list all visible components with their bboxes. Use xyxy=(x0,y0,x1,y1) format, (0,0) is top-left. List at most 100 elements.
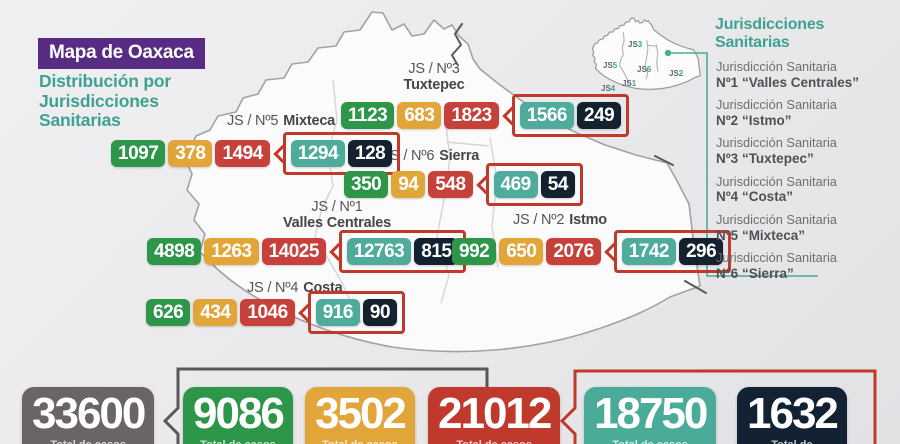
inset-label-prefix: JS xyxy=(628,40,638,49)
inset-label-prefix: JS xyxy=(622,79,632,88)
badge-navy: 815 xyxy=(414,238,459,265)
sidebar-item-js1: Jurisdicción Sanitaria Nº1 “Valles Centra… xyxy=(716,59,860,90)
sidebar-item-line1: Jurisdicción Sanitaria xyxy=(716,59,837,74)
sidebar-item-js2: Jurisdicción Sanitaria Nº2 “Istmo” xyxy=(716,98,859,128)
badge-navy: 296 xyxy=(678,238,724,265)
badge-row-tuxtepec: 1123 683 1823 1566 249 xyxy=(341,94,630,137)
total-caption: Total de casos xyxy=(193,439,283,444)
pointer-notch xyxy=(475,175,495,194)
highlight-box: 1742 296 xyxy=(603,230,732,273)
label-prefix: JS / Nº3 xyxy=(408,61,460,77)
sidebar-item-js6: Jurisdicción Sanitaria Nº6 “Sierra” xyxy=(716,250,859,281)
highlight-box: 1294 128 xyxy=(273,132,401,175)
pointer-notch xyxy=(329,242,348,261)
total-value: 21012 xyxy=(438,389,552,438)
total-caption: Total de casos xyxy=(315,439,405,444)
inset-label-num: 3 xyxy=(637,40,643,49)
badge-row-istmo: 992 650 2076 1742 296 xyxy=(452,230,732,273)
label-name: Tuxtepec xyxy=(403,76,465,93)
badge-navy: 128 xyxy=(348,140,393,167)
sidebar-item-line1: Jurisdicción Sanitaria xyxy=(716,97,837,113)
total-caption: Total de casos xyxy=(32,439,144,444)
badge-red: 1823 xyxy=(444,102,499,129)
badge-yellow: 378 xyxy=(168,140,213,167)
inset-label-prefix: JS xyxy=(669,69,679,78)
badge-green: 1123 xyxy=(341,102,395,129)
total-caption: Total de casos xyxy=(594,439,706,444)
badge-yellow: 434 xyxy=(193,299,238,326)
badge-green: 626 xyxy=(146,299,191,326)
label-prefix: JS / Nº2 xyxy=(513,212,565,228)
inset-label-num: 1 xyxy=(631,79,637,88)
inset-map xyxy=(591,17,702,90)
badge-red: 14025 xyxy=(261,238,326,265)
sidebar-item-js3: Jurisdicción Sanitaria Nº3 “Tuxtepec” xyxy=(716,136,859,166)
label-prefix: JS / Nº5 xyxy=(227,113,279,129)
total-value: 3502 xyxy=(315,389,407,438)
badge-navy: 249 xyxy=(577,102,622,129)
badge-row-sierra: 350 94 548 469 54 xyxy=(344,163,583,206)
badge-green: 992 xyxy=(452,238,497,265)
badge-teal: 469 xyxy=(493,171,538,198)
total-value: 33600 xyxy=(32,389,146,438)
highlight-box: 12763 815 xyxy=(329,230,467,273)
label-name: Valles Centrales xyxy=(282,214,392,231)
inset-label-js6: JS6 xyxy=(637,65,651,74)
inset-label-num: 2 xyxy=(678,69,684,78)
badge-teal: 916 xyxy=(315,299,360,326)
badge-green: 1097 xyxy=(111,140,166,167)
total-box-gray: 33600Total de casos xyxy=(22,387,155,444)
inset-label-js1: JS1 xyxy=(622,79,636,88)
badge-red: 2076 xyxy=(546,238,601,265)
badge-teal: 12763 xyxy=(346,238,412,265)
label-name: Mixteca xyxy=(283,113,336,129)
pointer-notch xyxy=(273,144,292,163)
total-value: 9086 xyxy=(193,389,285,438)
sidebar-item-line2: Nº1 “Valles Centrales” xyxy=(716,74,860,90)
inset-label-num: 6 xyxy=(646,65,652,74)
badge-red: 1046 xyxy=(240,299,295,326)
inset-label-js2: JS2 xyxy=(669,69,683,78)
connector-dot xyxy=(664,49,672,57)
inset-label-prefix: JS xyxy=(601,84,611,93)
total-box-green: 9086Total de casos xyxy=(183,387,293,444)
inset-label-js5: JS5 xyxy=(603,61,617,70)
badge-red: 1494 xyxy=(215,140,270,167)
badge-teal: 1742 xyxy=(621,238,676,265)
total-caption: Total de xyxy=(747,439,837,444)
badge-yellow: 1263 xyxy=(204,238,259,265)
sidebar-item-line1: Jurisdicción Sanitaria xyxy=(716,250,837,266)
sidebar-item-line1: Jurisdicción Sanitaria xyxy=(716,135,837,151)
total-box-teal: 18750Total de casos xyxy=(584,387,717,444)
badge-yellow: 683 xyxy=(397,102,442,129)
sidebar-list: Jurisdicción Sanitaria Nº1 “Valles Centra… xyxy=(716,59,860,289)
page-title: Mapa de Oaxaca xyxy=(38,38,205,69)
total-value: 18750 xyxy=(594,389,708,438)
inset-label-js3: JS3 xyxy=(628,40,642,49)
inset-label-num: 4 xyxy=(610,84,616,93)
badge-row-valles-centrales: 4898 1263 14025 12763 815 xyxy=(147,230,467,273)
sidebar-item-line2: Nº4 “Costa” xyxy=(716,189,793,205)
label-prefix: JS / Nº4 xyxy=(247,280,299,296)
badge-red: 548 xyxy=(428,171,473,198)
label-name: Istmo xyxy=(569,212,607,228)
inset-label-prefix: JS xyxy=(637,65,647,74)
inset-label-js4: JS4 xyxy=(601,84,615,93)
sidebar-item-line2: Nº6 “Sierra” xyxy=(716,265,794,281)
inset-label-prefix: JS xyxy=(603,61,613,70)
sidebar-item-js5: Jurisdicción Sanitaria Nº5 “Mixteca” xyxy=(716,211,859,243)
sidebar-item-line1: Jurisdicción Sanitaria xyxy=(716,211,837,227)
label-name: Sierra xyxy=(439,148,480,164)
label-prefix: JS / Nº6 xyxy=(383,148,435,164)
inset-label-num: 5 xyxy=(612,61,618,70)
sidebar-item-line2: Nº3 “Tuxtepec” xyxy=(716,151,814,167)
badge-teal: 1566 xyxy=(519,102,574,129)
sidebar-item-line2: Nº5 “Mixteca” xyxy=(716,227,805,243)
badge-row-mixteca: 1097 378 1494 1294 128 xyxy=(111,132,401,175)
total-box-navy: 1632Total de xyxy=(737,387,847,444)
highlight-box: 1566 249 xyxy=(502,94,630,137)
jurisdiction-label-valles-centrales: JS / Nº1 Valles Centrales xyxy=(277,199,397,232)
highlight-box: 469 54 xyxy=(475,163,583,206)
sidebar-item-line2: Nº2 “Istmo” xyxy=(716,112,792,128)
